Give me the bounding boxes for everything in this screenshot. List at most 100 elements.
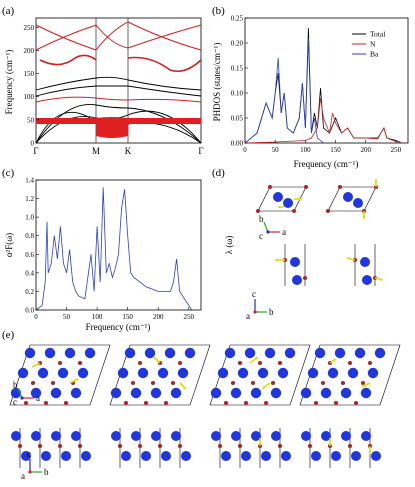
n-atom: [256, 209, 260, 213]
panel-b-frame: [244, 17, 409, 144]
panel-b-series-Total: [244, 27, 403, 144]
supercell: [9, 344, 111, 406]
ba-atom: [361, 431, 371, 441]
ba-atom: [141, 451, 151, 461]
axis-b: [17, 387, 23, 399]
displacement-arrowhead: [75, 378, 78, 382]
n-atom: [354, 401, 358, 405]
n-atom: [124, 401, 128, 405]
ba-atom: [284, 347, 296, 359]
ba-atom: [150, 387, 162, 399]
n-atom: [78, 444, 82, 448]
ba-atom: [77, 367, 89, 379]
ba-atom: [210, 387, 222, 399]
panel-c-label: (c): [2, 167, 15, 179]
n-atom: [218, 444, 222, 448]
panel-c-ytick-label: 0.6: [25, 251, 34, 259]
ba-atom: [307, 367, 319, 379]
ba-atom: [31, 431, 41, 441]
ba-atom: [320, 387, 332, 399]
panel-a-frame: [35, 17, 202, 144]
n-atom: [368, 361, 372, 365]
displacement-arrowhead: [333, 359, 336, 362]
ba-atom: [64, 347, 76, 359]
panel-c-xtick-label: 100: [92, 313, 103, 321]
panel-b-ytick-label: 0.05: [231, 115, 244, 123]
ba-atom: [177, 367, 189, 379]
n-atom: [292, 209, 296, 213]
displacement-arrowhead: [347, 257, 350, 261]
panel-a-xtick-label: M: [92, 146, 100, 156]
axis-label-c: c: [27, 449, 31, 459]
ba-atom: [137, 367, 149, 379]
n-atom: [238, 444, 242, 448]
panel-c-ytick-label: 1.4: [25, 177, 34, 185]
n-atom: [58, 444, 62, 448]
panel-c-xtick-label: 200: [153, 313, 164, 321]
axis-a: [253, 310, 257, 314]
ba-atom: [221, 451, 231, 461]
panel-a-xtick-label: Γ: [198, 146, 203, 156]
panel-a-xtick-label: Γ: [33, 146, 38, 156]
panel-e-axes: bc aca b: [13, 380, 49, 481]
n-atom: [303, 276, 307, 280]
panel-d-ylabel: λ (ω): [224, 236, 234, 255]
n-atom: [224, 401, 228, 405]
panel-a-ytick-label: 250: [24, 24, 35, 32]
displacement-arrowhead: [362, 384, 365, 388]
displacement-arrowhead: [374, 179, 378, 182]
n-atom: [231, 381, 235, 385]
panel-b-plot: [244, 27, 403, 144]
ba-atom: [250, 387, 262, 399]
panel-b-xtick-label: 200: [360, 146, 371, 154]
axis-label-b: b: [44, 467, 49, 477]
ba-atom: [131, 431, 141, 441]
ba-atom: [44, 347, 56, 359]
panel-c-ytick-label: 0.8: [25, 232, 34, 240]
ba-atom: [61, 451, 71, 461]
displacement-arrowhead: [368, 451, 372, 454]
ba-atom: [371, 451, 381, 461]
panel-b-xtick-label: 250: [391, 146, 402, 154]
displacement-arrowhead: [183, 386, 186, 389]
panel-a-label: (a): [2, 5, 15, 17]
ba-atom: [341, 431, 351, 441]
ba-atom: [70, 387, 82, 399]
ba-atom: [271, 431, 281, 441]
ba-atom: [170, 387, 182, 399]
ba-atom: [84, 347, 96, 359]
n-atom: [131, 381, 135, 385]
ba-atom: [244, 347, 256, 359]
ba-atom: [161, 451, 171, 461]
panel-b-series-N: [244, 97, 403, 144]
ba-atom: [17, 367, 29, 379]
n-atom: [326, 209, 330, 213]
ba-atom: [30, 387, 42, 399]
panel-a-ytick-label: 50: [27, 116, 35, 124]
displacement-arrowhead: [258, 438, 262, 441]
ba-atom: [237, 367, 249, 379]
n-atom: [278, 361, 282, 365]
n-atom: [321, 381, 325, 385]
displacement-arrowhead: [278, 205, 281, 209]
ba-atom: [241, 451, 251, 461]
ba-atom: [314, 347, 326, 359]
legend-label-Ba: Ba: [370, 50, 379, 59]
panel-a-bands: [35, 21, 202, 144]
n-atom: [251, 381, 255, 385]
displacement-arrowhead: [362, 216, 366, 219]
panel-c-ytick-label: 0.4: [25, 269, 34, 277]
ba-atom: [281, 451, 291, 461]
panel-c-xtick-label: 250: [184, 313, 195, 321]
ba-atom: [157, 367, 169, 379]
n-atom: [151, 381, 155, 385]
ba-atom: [71, 431, 81, 441]
n-atom: [308, 444, 312, 448]
axis-b: [263, 221, 269, 233]
panel-a-ytick-label: 200: [24, 47, 35, 55]
ba-atom: [184, 347, 196, 359]
n-atom: [171, 381, 175, 385]
n-atom: [348, 361, 352, 365]
ba-atom: [261, 451, 271, 461]
n-atom: [268, 185, 272, 189]
